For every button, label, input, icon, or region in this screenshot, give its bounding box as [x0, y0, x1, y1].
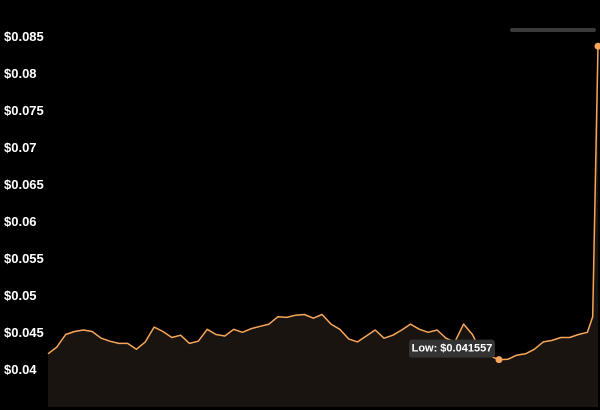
low-tooltip [408, 339, 495, 358]
y-tick-label: $0.08 [4, 66, 37, 81]
y-tick-label: $0.065 [4, 177, 44, 192]
y-tick-label: $0.04 [4, 362, 37, 377]
price-line [47, 46, 599, 361]
low-label: Low: $0.041557 [412, 343, 493, 355]
low-point [495, 356, 503, 364]
y-tick-label: $0.07 [4, 140, 37, 155]
y-tick-label: $0.055 [4, 251, 44, 266]
y-tick-label: $0.045 [4, 325, 44, 340]
area [48, 46, 598, 408]
y-tick-label: $0.085 [4, 29, 44, 44]
y-tick-label: $0.075 [4, 103, 44, 118]
y-tick-label: $0.05 [4, 288, 37, 303]
last-point [594, 42, 600, 50]
top-bar [510, 28, 596, 32]
y-tick-label: $0.06 [4, 214, 37, 229]
